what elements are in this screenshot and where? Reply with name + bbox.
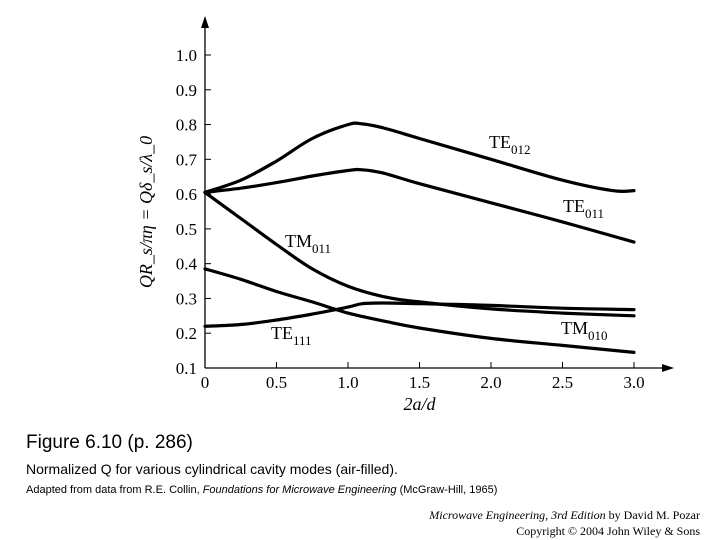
y-tick-label: 0.4 (176, 255, 198, 274)
y-tick-label: 0.9 (176, 81, 197, 100)
series-line-te011 (203, 167, 636, 244)
legend-label-subscript: 012 (511, 142, 531, 157)
x-tick-label: 1.0 (337, 373, 358, 392)
legend-label-base: TE (489, 132, 511, 152)
series-line-te111 (203, 301, 636, 328)
source-book: Foundations for Microwave Engineering (202, 484, 397, 496)
y-tick-label: 0.1 (176, 359, 197, 378)
legend-label-base: TE (563, 196, 585, 216)
series-line-tm011 (203, 190, 636, 318)
legend-label-base: TM (285, 231, 312, 251)
x-tick-label: 3.0 (623, 373, 644, 392)
legend-label-te111: TE111 (271, 323, 312, 348)
legend-label-tm010: TM010 (561, 318, 608, 343)
x-axis-label: 2a/d (403, 394, 436, 414)
legend-label-subscript: 111 (293, 333, 312, 348)
y-tick-label: 0.6 (176, 185, 197, 204)
x-tick-label: 2.0 (480, 373, 501, 392)
x-tick-label: 0.5 (266, 373, 287, 392)
y-tick-label: 1.0 (176, 46, 197, 65)
figure-caption-source: Adapted from data from R.E. Collin, Foun… (26, 484, 497, 496)
y-tick-label: 0.7 (176, 150, 198, 169)
source-prefix: Adapted from data from R.E. Collin, (26, 484, 203, 496)
legend-label-base: TE (271, 323, 293, 343)
book-author: by David M. Pozar (605, 508, 700, 522)
legend-label-subscript: 011 (312, 241, 331, 256)
legend-label-te012: TE012 (489, 132, 531, 157)
x-axis-arrow (662, 364, 674, 372)
legend-label-subscript: 010 (588, 328, 608, 343)
book-credit: Microwave Engineering, 3rd Edition by Da… (429, 508, 700, 523)
y-tick-label: 0.5 (176, 220, 197, 239)
figure-caption-title: Figure 6.10 (p. 286) (26, 432, 193, 453)
y-tick-label: 0.2 (176, 324, 197, 343)
x-tick-label: 0 (201, 373, 210, 392)
series-line-tm010 (203, 267, 636, 354)
x-tick-label: 1.5 (409, 373, 430, 392)
x-tick-label: 2.5 (552, 373, 573, 392)
legend-label-base: TM (561, 318, 588, 338)
y-tick-label: 0.3 (176, 289, 197, 308)
copyright-line: Copyright © 2004 John Wiley & Sons (516, 524, 700, 538)
y-axis-arrow (201, 16, 209, 28)
legend-label-tm011: TM011 (285, 231, 331, 256)
y-tick-label: 0.8 (176, 116, 197, 135)
series-line-te012 (203, 121, 636, 194)
cavity-q-chart: 0.1 0.2 0.3 0.4 0.5 0.6 0.7 0.8 0.9 1.0 0 0.5 1.0 1.5… (136, 16, 674, 414)
book-title: Microwave Engineering, 3rd Edition (429, 508, 606, 522)
figure-caption-subtitle: Normalized Q for various cylindrical cav… (26, 461, 398, 477)
source-suffix: (McGraw-Hill, 1965) (396, 484, 498, 496)
legend-label-te011: TE011 (563, 196, 604, 221)
legend-label-subscript: 011 (585, 206, 604, 221)
y-axis-label: QR_s/πη = Qδ_s/λ_0 (136, 136, 156, 288)
